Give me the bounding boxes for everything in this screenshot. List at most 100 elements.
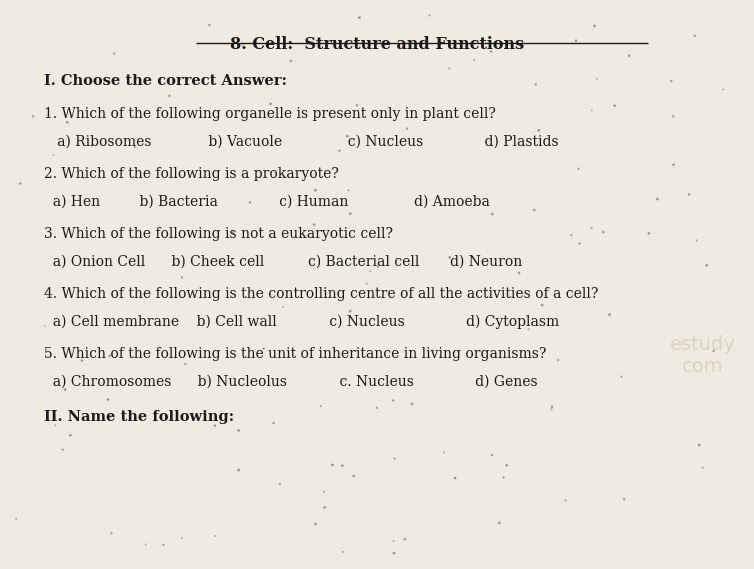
Point [158, 541, 170, 550]
Point [438, 448, 450, 457]
Point [566, 230, 578, 240]
Point [14, 179, 26, 188]
Point [486, 209, 498, 218]
Point [574, 239, 586, 248]
Point [317, 487, 329, 496]
Point [354, 13, 366, 22]
Point [268, 418, 280, 427]
Point [64, 431, 76, 440]
Point [364, 266, 376, 275]
Point [348, 471, 360, 480]
Point [108, 49, 120, 58]
Point [545, 405, 557, 414]
Point [667, 160, 679, 170]
Text: estudy
com: estudy com [670, 335, 736, 376]
Point [10, 514, 22, 523]
Point [586, 224, 598, 233]
Point [608, 101, 621, 110]
Point [388, 537, 400, 546]
Point [449, 473, 461, 483]
Point [76, 356, 88, 365]
Point [326, 460, 339, 469]
Point [179, 360, 192, 369]
Point [533, 126, 545, 135]
Point [244, 198, 256, 207]
Point [209, 421, 221, 430]
Point [707, 347, 719, 356]
Point [258, 344, 270, 353]
Text: 4. Which of the following is the controlling centre of all the activities of a c: 4. Which of the following is the control… [44, 287, 599, 301]
Point [115, 137, 127, 146]
Point [530, 80, 542, 89]
Point [38, 321, 51, 330]
Point [278, 172, 290, 182]
Point [129, 142, 141, 151]
Point [406, 399, 418, 409]
Point [523, 325, 535, 334]
Text: a) Onion Cell      b) Cheek cell          c) Bacterial cell       d) Neuron: a) Onion Cell b) Cheek cell c) Bacterial… [44, 254, 523, 269]
Point [105, 412, 117, 421]
Point [388, 549, 400, 558]
Point [513, 269, 525, 278]
Point [643, 229, 655, 238]
Point [493, 518, 505, 527]
Point [313, 107, 325, 116]
Point [345, 209, 357, 218]
Point [204, 20, 216, 30]
Point [164, 91, 176, 100]
Point [210, 531, 222, 541]
Point [226, 228, 238, 237]
Point [693, 440, 705, 450]
Point [344, 307, 356, 316]
Point [572, 164, 584, 173]
Point [285, 56, 297, 65]
Point [546, 402, 558, 411]
Point [468, 56, 480, 65]
Text: II. Name the following:: II. Name the following: [44, 410, 234, 424]
Point [559, 496, 572, 505]
Text: 5. Which of the following is the unit of inheritance in living organisms?: 5. Which of the following is the unit of… [44, 347, 547, 361]
Point [176, 273, 188, 282]
Point [337, 547, 349, 556]
Point [354, 320, 366, 329]
Point [274, 480, 286, 489]
Point [309, 519, 321, 529]
Point [603, 310, 615, 319]
Point [333, 146, 345, 155]
Point [529, 205, 541, 215]
Point [424, 11, 436, 20]
Point [683, 190, 695, 199]
Point [623, 51, 635, 60]
Point [104, 351, 116, 360]
Point [586, 106, 598, 115]
Text: 1. Which of the following organelle is present only in plant cell?: 1. Which of the following organelle is p… [44, 107, 496, 121]
Point [399, 535, 411, 544]
Point [232, 426, 244, 435]
Point [139, 540, 152, 549]
Text: 3. Which of the following is not a eukaryotic cell?: 3. Which of the following is not a eukar… [44, 227, 393, 241]
Text: 8. Cell:  Structure and Functions: 8. Cell: Structure and Functions [230, 36, 524, 53]
Point [371, 403, 383, 413]
Point [102, 395, 114, 404]
Point [218, 312, 230, 321]
Point [57, 445, 69, 454]
Point [570, 36, 582, 46]
Point [59, 385, 71, 394]
Point [444, 253, 456, 262]
Text: a) Ribosomes             b) Vacuole               c) Nucleus              d) Pla: a) Ribosomes b) Vacuole c) Nucleus d) Pl… [44, 134, 559, 149]
Point [61, 118, 73, 127]
Point [689, 31, 701, 40]
Text: a) Hen         b) Bacteria              c) Human               d) Amoeba: a) Hen b) Bacteria c) Human d) Amoeba [44, 195, 490, 208]
Point [319, 503, 331, 512]
Point [501, 461, 513, 470]
Point [536, 300, 548, 310]
Point [700, 261, 713, 270]
Point [486, 450, 498, 459]
Point [309, 185, 321, 195]
Point [342, 186, 354, 195]
Point [588, 21, 600, 30]
Point [697, 463, 709, 472]
Point [49, 421, 61, 430]
Point [618, 494, 630, 504]
Point [106, 529, 118, 538]
